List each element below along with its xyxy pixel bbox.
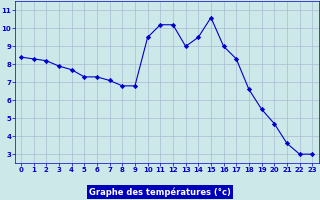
Text: Graphe des températures (°c): Graphe des températures (°c) [89,187,231,197]
